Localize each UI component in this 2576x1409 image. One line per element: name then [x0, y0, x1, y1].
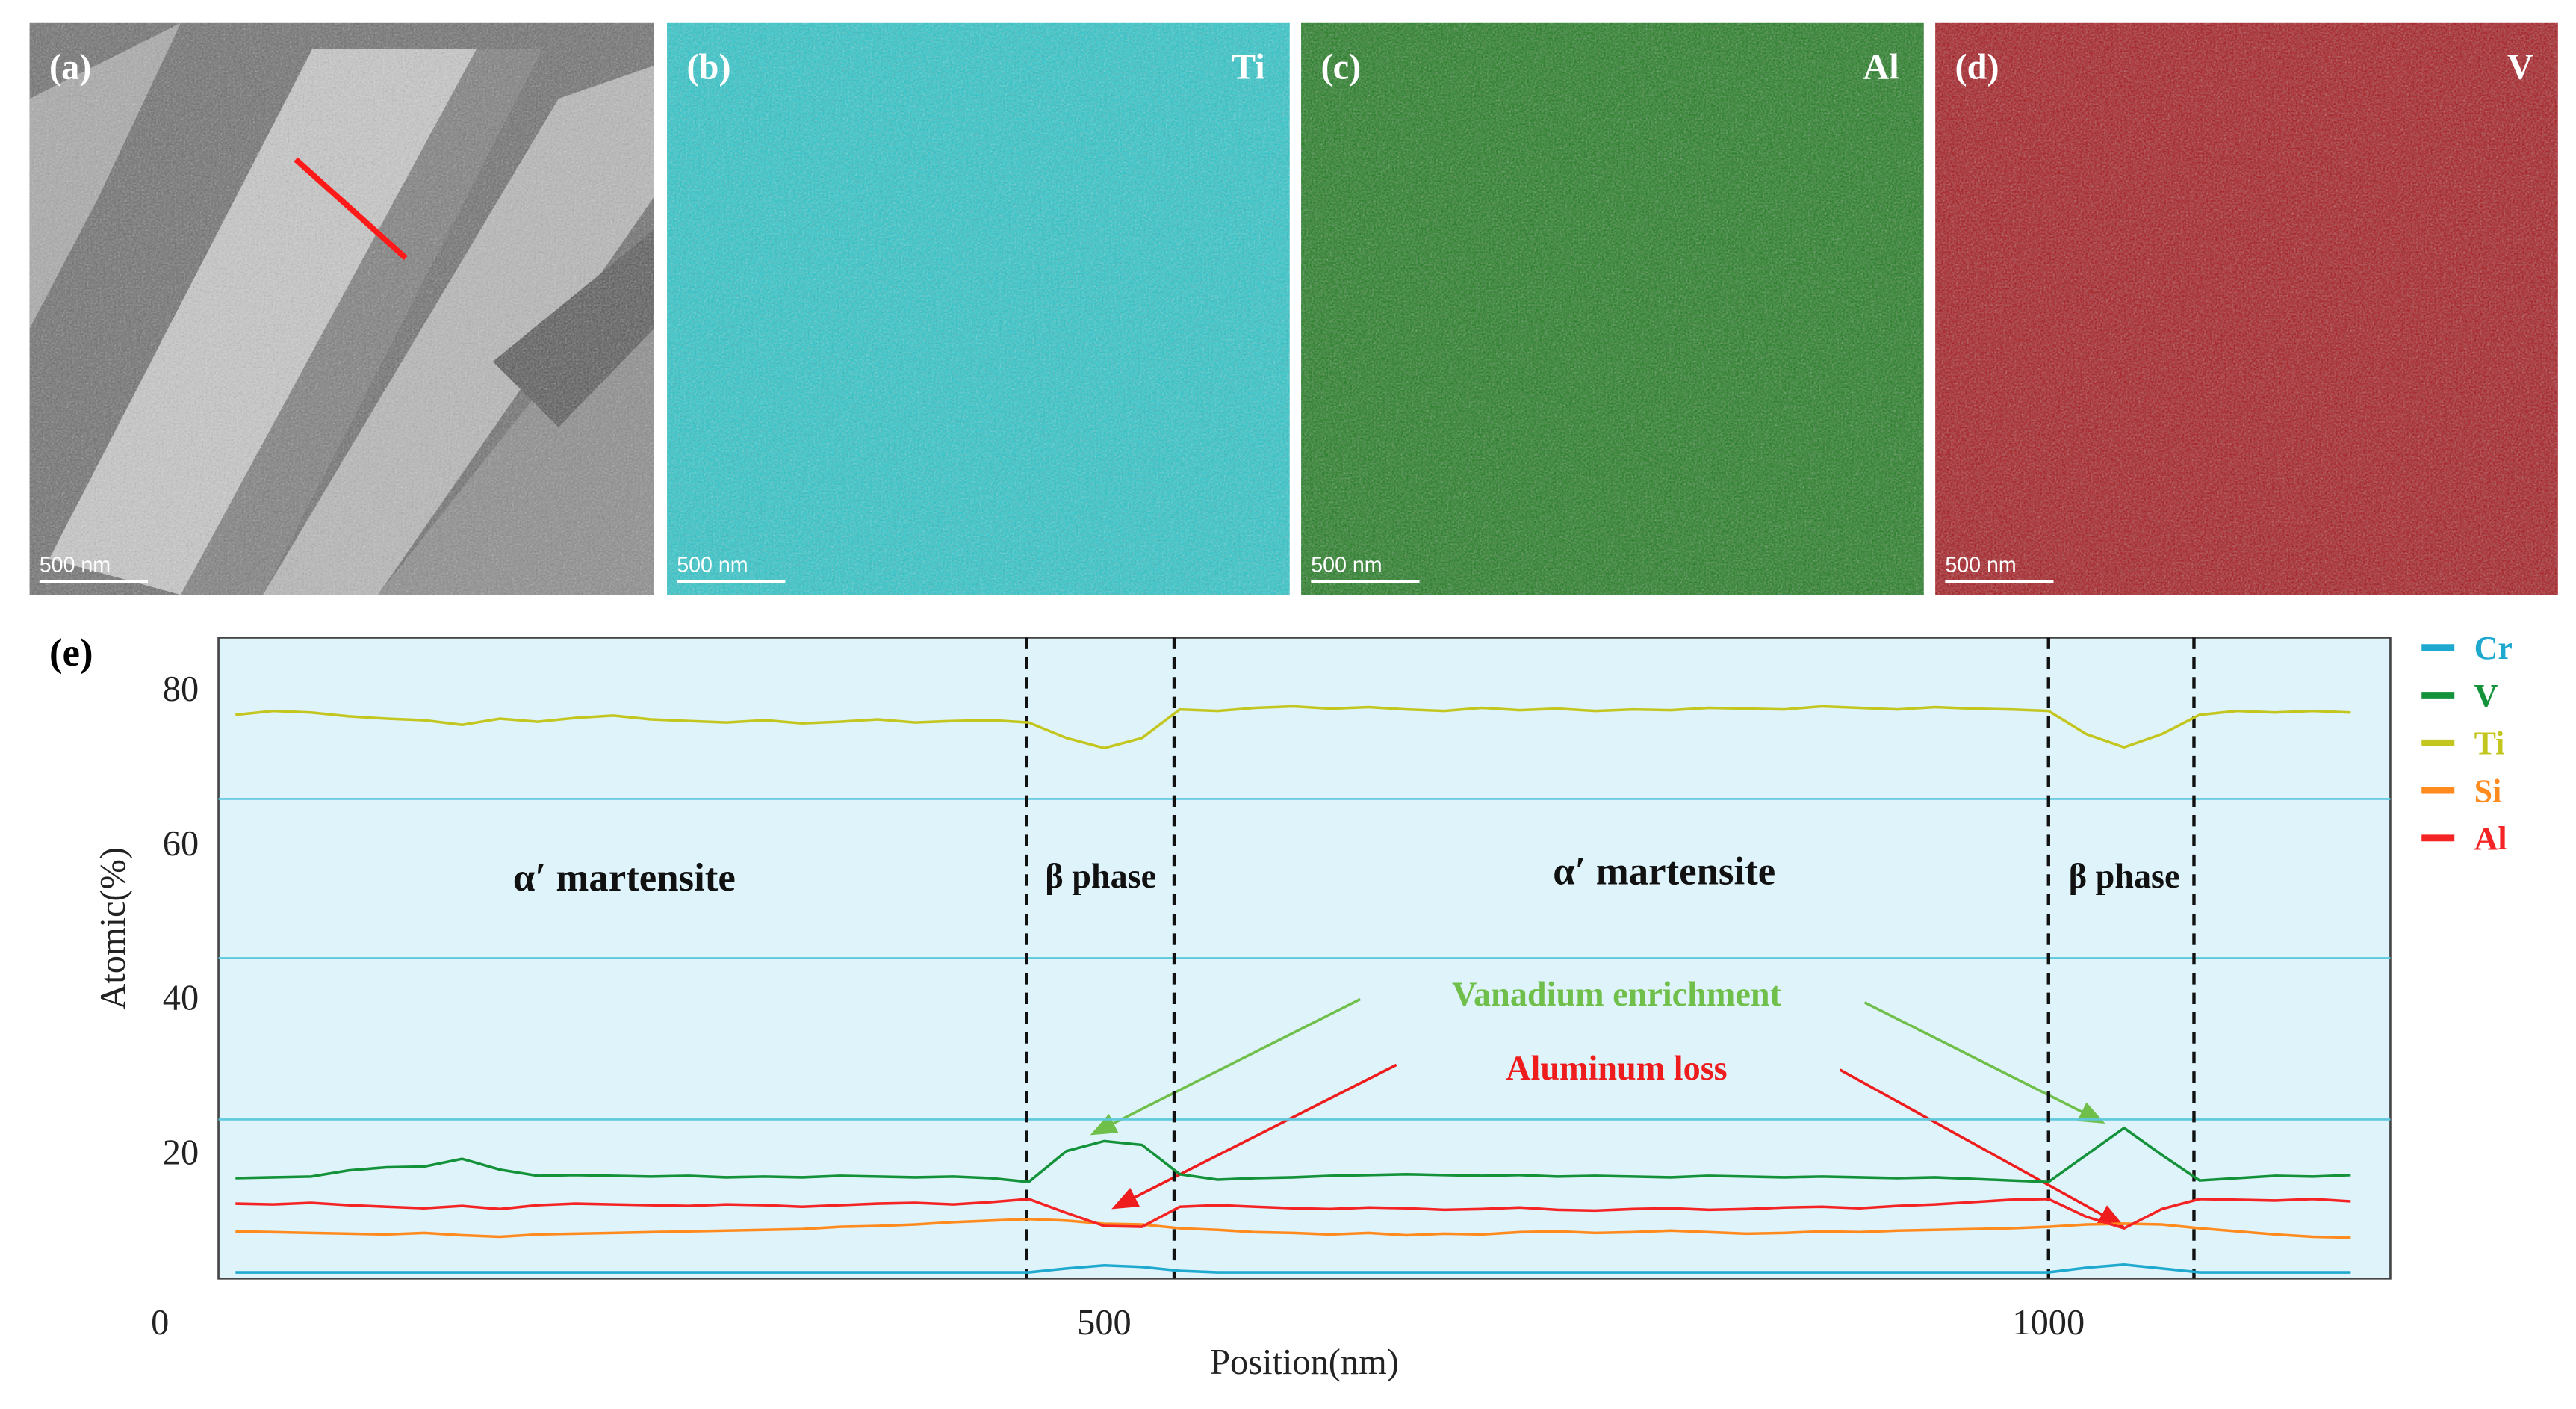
- legend-label: Cr: [2474, 630, 2513, 666]
- series-line: [235, 1126, 2351, 1183]
- legend-label: V: [2474, 678, 2498, 714]
- annotation: Vanadium enrichment: [1452, 975, 1782, 1013]
- y-axis-label: Atomic(%): [93, 847, 133, 1010]
- series-line: [235, 704, 2351, 750]
- x-tick-label: 1000: [2012, 1303, 2085, 1343]
- scale-bar-label: 500 nm: [1311, 553, 1382, 577]
- map-al: [1301, 22, 1924, 595]
- arrow: [1839, 1068, 2125, 1227]
- x-tick-label: 0: [151, 1303, 169, 1343]
- legend-label: Si: [2474, 772, 2502, 809]
- y-tick-label: 60: [163, 824, 199, 864]
- series-line: [235, 1263, 2351, 1274]
- y-tick-label: 20: [163, 1133, 199, 1172]
- annotation: Aluminum loss: [1506, 1049, 1727, 1087]
- legend-label: Ti: [2474, 725, 2505, 762]
- annotation: α′ martensite: [1553, 849, 1775, 893]
- map-ti: [667, 22, 1290, 595]
- panel-label: (e): [49, 631, 93, 675]
- panel-label: (d): [1955, 48, 1999, 87]
- legend-label: Al: [2474, 820, 2507, 857]
- element-label: Al: [1863, 48, 1899, 87]
- arrow: [1090, 997, 1362, 1136]
- x-tick-label: 500: [1077, 1303, 1132, 1343]
- series-line: [235, 1198, 2351, 1230]
- y-tick-label: 40: [163, 979, 199, 1018]
- panel-label: (c): [1320, 48, 1361, 87]
- y-tick-label: 80: [163, 669, 199, 709]
- x-axis-label: Position(nm): [1210, 1343, 1399, 1382]
- map-v: [1935, 22, 2558, 595]
- sem-image: [29, 22, 654, 595]
- series-line: [235, 1217, 2351, 1239]
- scale-bar-label: 500 nm: [40, 553, 111, 577]
- panel-label: (b): [686, 48, 730, 87]
- arrow: [1863, 1001, 2105, 1124]
- scale-bar-label: 500 nm: [677, 553, 748, 577]
- annotation: α′ martensite: [513, 856, 736, 899]
- annotation: β phase: [2069, 857, 2180, 895]
- scale-bar-label: 500 nm: [1945, 553, 2016, 577]
- panel-label: (a): [49, 48, 91, 87]
- arrow: [1111, 1063, 1397, 1210]
- annotation: β phase: [1045, 857, 1156, 895]
- element-label: Ti: [1232, 48, 1265, 87]
- element-label: V: [2507, 48, 2533, 87]
